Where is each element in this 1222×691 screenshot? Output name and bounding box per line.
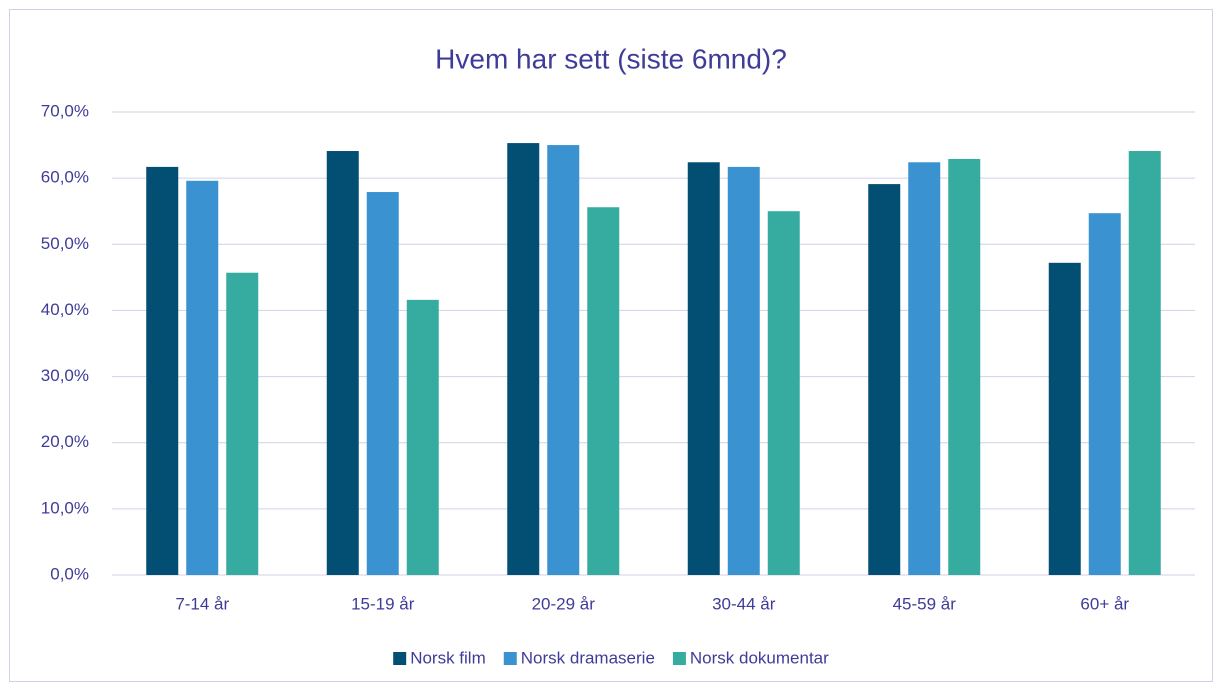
x-tick-label: 20-29 år — [532, 594, 596, 613]
bar — [226, 272, 259, 575]
legend-label: Norsk film — [410, 648, 486, 667]
x-tick-label: 45-59 år — [893, 594, 957, 613]
bar — [908, 162, 941, 576]
legend-swatch — [503, 652, 517, 665]
y-tick-label: 0,0% — [50, 564, 89, 583]
bar — [146, 166, 179, 576]
legend-swatch — [672, 652, 686, 665]
x-tick-label: 60+ år — [1080, 594, 1129, 613]
x-tick-label: 30-44 år — [712, 594, 776, 613]
bar — [1048, 262, 1081, 575]
x-tick-label: 15-19 år — [351, 594, 415, 613]
bar — [366, 192, 399, 576]
y-tick-label: 20,0% — [41, 432, 89, 451]
bar — [186, 180, 219, 575]
bar — [687, 162, 720, 576]
y-tick-label: 40,0% — [41, 300, 89, 319]
bar — [868, 184, 901, 576]
y-tick-label: 10,0% — [41, 498, 89, 517]
bar — [587, 207, 620, 575]
x-tick-label: 7-14 år — [175, 594, 229, 613]
bar — [547, 145, 580, 576]
y-tick-label: 50,0% — [41, 234, 89, 253]
legend-swatch — [393, 652, 407, 665]
bar — [1088, 213, 1121, 575]
bar — [727, 166, 760, 576]
chart-title: Hvem har sett (siste 6mnd)? — [435, 43, 787, 74]
bar — [326, 151, 359, 575]
bar — [767, 211, 800, 575]
bar — [507, 143, 540, 575]
bar — [948, 158, 981, 575]
legend-label: Norsk dramaserie — [521, 648, 655, 667]
bar — [1128, 151, 1161, 575]
y-tick-label: 70,0% — [41, 101, 89, 120]
y-tick-label: 60,0% — [41, 168, 89, 187]
y-tick-label: 30,0% — [41, 366, 89, 385]
legend-label: Norsk dokumentar — [690, 648, 829, 667]
bar — [406, 299, 439, 575]
